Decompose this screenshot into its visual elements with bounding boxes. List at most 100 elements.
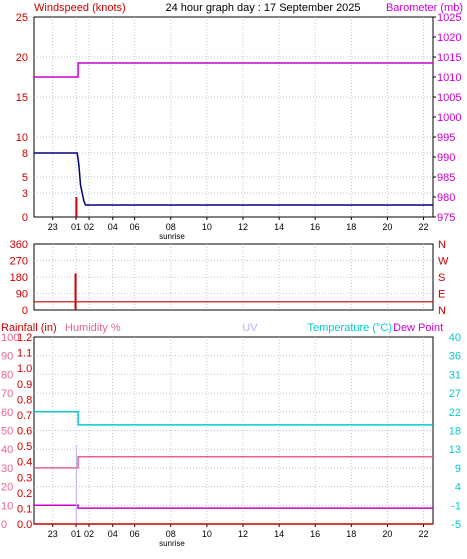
- rainfall-tick-label: 0.5: [17, 441, 32, 453]
- humidity-tick-label: 70: [1, 388, 13, 400]
- humidity-tick-label: 90: [1, 351, 13, 363]
- humidity-axis-title: Humidity %: [65, 322, 121, 334]
- wind-panel-x-tick-label: 22: [419, 222, 429, 232]
- wind-panel-x-tick-label: 06: [130, 222, 140, 232]
- wind-panel-x-tick-label: 02: [84, 222, 94, 232]
- temperature-tick-label: 31: [449, 369, 461, 381]
- wind-panel-x-tick-label: 20: [382, 222, 392, 232]
- rainfall-tick-label: 0.3: [17, 472, 32, 484]
- direction-tick-label: 90: [16, 289, 28, 301]
- temperature-tick-label: -5: [451, 519, 461, 531]
- compass-tick-label: N: [438, 305, 446, 317]
- rainfall-tick-label: 0.0: [17, 519, 32, 531]
- direction-tick-label: 180: [10, 272, 28, 284]
- barometer-tick-label: 1025: [437, 12, 461, 24]
- rain-panel-x-tick-label: 08: [166, 529, 176, 539]
- barometer-line: [34, 62, 433, 78]
- windspeed-tick-label: 20: [16, 52, 28, 64]
- windspeed-tick-label: 15: [16, 92, 28, 104]
- rainfall-tick-label: 0.8: [17, 394, 32, 406]
- wind-panel-x-tick-label: 12: [238, 222, 248, 232]
- windspeed-tick-label: 25: [16, 12, 28, 24]
- rainfall-axis-title: Rainfall (in): [1, 322, 57, 334]
- humidity-tick-label: 50: [1, 426, 13, 438]
- wind-panel-x-tick-label: 01: [71, 222, 81, 232]
- wind-panel-x-tick-label: 16: [310, 222, 320, 232]
- windspeed-tick-label: 8: [22, 148, 28, 160]
- rainfall-tick-label: 0.9: [17, 379, 32, 391]
- windspeed-line: [34, 152, 433, 206]
- rainfall-tick-label: 1.1: [17, 348, 32, 360]
- direction-tick-label: 360: [10, 239, 28, 251]
- direction-tick-label: 270: [10, 256, 28, 268]
- dewpoint-line: [34, 504, 433, 509]
- rain-panel-x-tick-label: 01: [71, 529, 81, 539]
- direction-tick-label: 0: [22, 305, 28, 317]
- temperature-axis-title: Temperature (°C): [308, 322, 392, 334]
- graph-title: 24 hour graph day : 17 September 2025: [165, 2, 360, 14]
- humidity-tick-label: 80: [1, 369, 13, 381]
- windspeed-tick-label: 3: [22, 188, 28, 200]
- rainfall-tick-label: 0.1: [17, 503, 32, 515]
- temperature-tick-label: 18: [449, 426, 461, 438]
- temperature-tick-label: 22: [449, 407, 461, 419]
- rain-panel-sunrise-label: sunrise: [159, 539, 185, 548]
- rain-panel-x-tick-label: 04: [108, 529, 118, 539]
- uv-axis-title: UV: [242, 322, 258, 334]
- temperature-line: [34, 411, 433, 426]
- rainfall-tick-label: 0.4: [17, 457, 32, 469]
- wind-panel-x-tick-label: 23: [48, 222, 58, 232]
- windspeed-axis-title: Windspeed (knots): [34, 2, 126, 14]
- rain-panel-x-tick-label: 12: [238, 529, 248, 539]
- rain-panel-x-tick-label: 02: [84, 529, 94, 539]
- windspeed-tick-label: 0: [22, 212, 28, 224]
- humidity-line: [34, 455, 433, 469]
- wind-panel-x-tick-label: 10: [202, 222, 212, 232]
- barometer-axis-title: Barometer (mb): [386, 2, 463, 14]
- rain-panel-x-tick-label: 10: [202, 529, 212, 539]
- direction-panel-frame: [33, 243, 434, 311]
- humidity-tick-label: 100: [1, 332, 19, 344]
- rain-panel-x-tick-label: 23: [48, 529, 58, 539]
- rainfall-tick-label: 0.2: [17, 488, 32, 500]
- temperature-tick-label: 4: [455, 482, 461, 494]
- humidity-tick-label: 0: [1, 519, 7, 531]
- barometer-tick-label: 990: [437, 152, 455, 164]
- barometer-tick-label: 975: [437, 212, 455, 224]
- wind-panel-x-tick-label: 14: [274, 222, 284, 232]
- barometer-tick-label: 980: [437, 192, 455, 204]
- barometer-tick-label: 1015: [437, 52, 461, 64]
- rain-panel-x-tick-label: 20: [382, 529, 392, 539]
- windspeed-tick-label: 10: [16, 132, 28, 144]
- rainfall-tick-label: 0.6: [17, 426, 32, 438]
- rain-panel-x-tick-label: 16: [310, 529, 320, 539]
- wind-panel-x-tick-label: 04: [108, 222, 118, 232]
- windspeed-tick-label: 5: [22, 172, 28, 184]
- humidity-tick-label: 20: [1, 482, 13, 494]
- compass-tick-label: S: [438, 272, 445, 284]
- barometer-tick-label: 1010: [437, 72, 461, 84]
- dewpoint-axis-title: Dew Point: [393, 322, 443, 334]
- temperature-tick-label: 13: [449, 444, 461, 456]
- barometer-tick-label: 1000: [437, 112, 461, 124]
- temperature-tick-label: 40: [449, 332, 461, 344]
- barometer-tick-label: 995: [437, 132, 455, 144]
- humidity-tick-label: 60: [1, 407, 13, 419]
- wind-panel-x-tick-label: 08: [166, 222, 176, 232]
- rain-panel-x-tick-label: 06: [130, 529, 140, 539]
- temperature-tick-label: -1: [451, 500, 461, 512]
- temperature-tick-label: 27: [449, 388, 461, 400]
- wind-panel-sunrise-label: sunrise: [159, 232, 185, 241]
- humidity-tick-label: 40: [1, 444, 13, 456]
- rain-panel-x-tick-label: 22: [419, 529, 429, 539]
- humidity-tick-label: 10: [1, 500, 13, 512]
- rainfall-tick-label: 0.7: [17, 410, 32, 422]
- barometer-tick-label: 1020: [437, 32, 461, 44]
- temperature-tick-label: 36: [449, 351, 461, 363]
- rain-panel-x-tick-label: 18: [346, 529, 356, 539]
- rainfall-tick-label: 1.2: [17, 332, 32, 344]
- compass-tick-label: E: [438, 289, 445, 301]
- wind-panel-x-tick-label: 18: [346, 222, 356, 232]
- compass-tick-label: N: [438, 239, 446, 251]
